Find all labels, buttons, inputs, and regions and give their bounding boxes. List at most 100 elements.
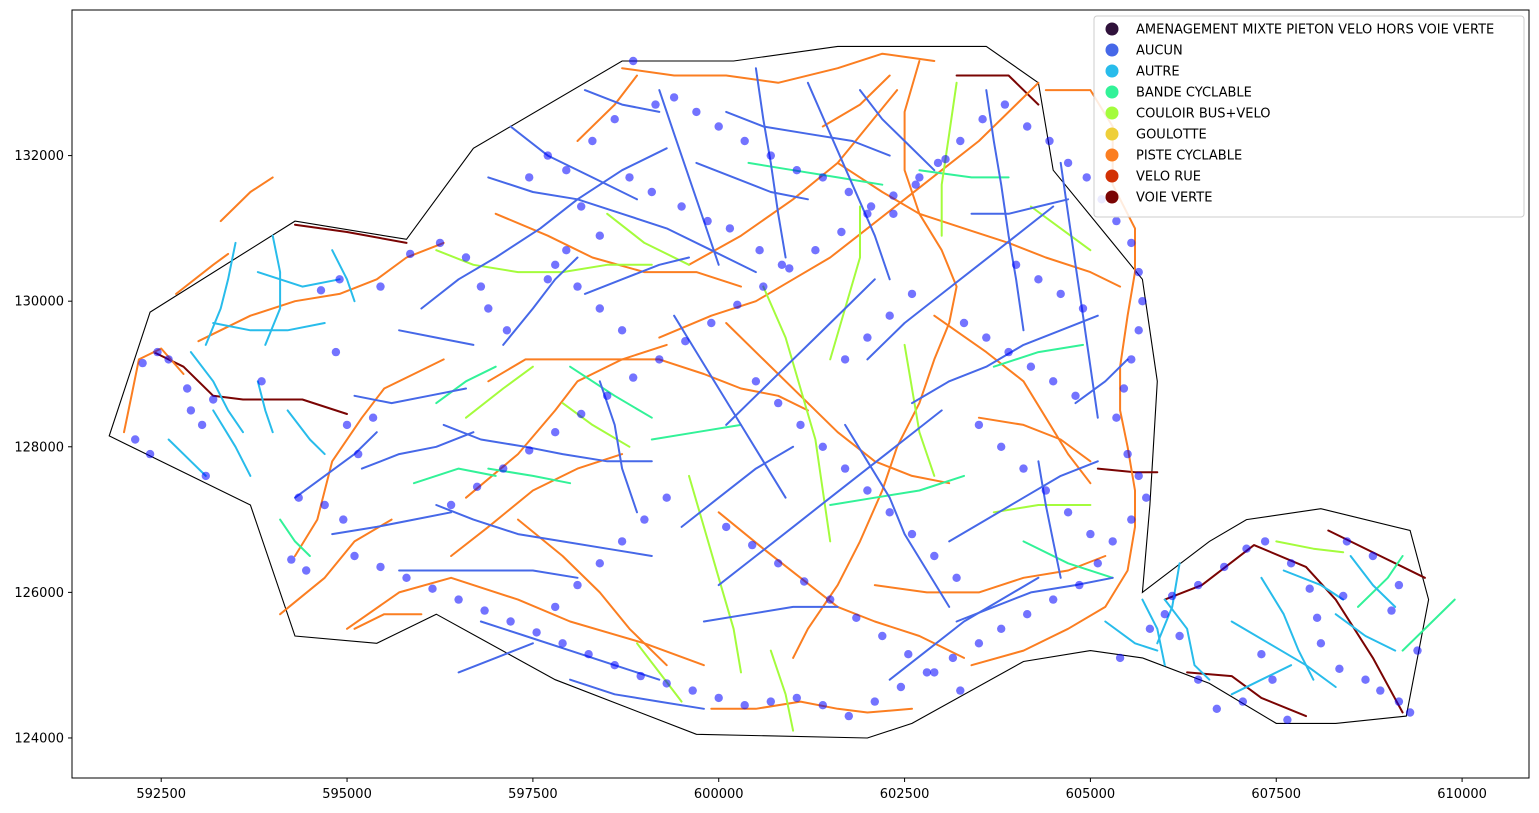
point-marker <box>1305 584 1314 593</box>
route-autre <box>286 409 326 456</box>
route-piste-cyclable <box>836 161 1122 288</box>
route-aucun <box>598 380 638 514</box>
point-marker <box>688 686 697 695</box>
route-autre <box>204 241 237 346</box>
point-marker <box>766 697 775 706</box>
point-marker <box>915 173 924 182</box>
point-marker <box>922 668 932 677</box>
point-marker <box>499 464 508 473</box>
route-piste-cyclable <box>465 343 668 499</box>
point-marker <box>617 537 627 546</box>
route-couloir-bus-velo <box>992 504 1092 514</box>
legend-label-bande-cyclable: BANDE CYCLABLE <box>1136 86 1252 101</box>
point-marker <box>1387 606 1396 615</box>
route-autre <box>331 249 356 303</box>
route-couloir-bus-velo <box>1275 540 1345 554</box>
route-couloir-bus-velo <box>688 474 742 674</box>
point-marker <box>1142 493 1151 502</box>
point-marker <box>1268 675 1277 684</box>
y-tick-label: 130000 <box>14 295 64 310</box>
point-marker <box>1257 650 1266 659</box>
series-bande-cyclable <box>279 161 1456 652</box>
route-aucun <box>658 89 720 266</box>
point-marker <box>1134 471 1143 481</box>
point-marker <box>153 347 162 357</box>
route-bande-cyclable <box>279 518 311 557</box>
point-marker <box>1022 610 1032 619</box>
x-tick-label: 602500 <box>880 787 930 802</box>
route-bande-cyclable <box>1401 598 1456 652</box>
point-marker <box>930 668 939 677</box>
route-autre <box>1163 598 1211 681</box>
point-marker <box>885 508 894 517</box>
point-marker <box>1286 559 1296 568</box>
route-aucun <box>985 89 1025 332</box>
route-voie-verte <box>1096 467 1159 474</box>
point-marker <box>1022 122 1032 131</box>
route-piste-cyclable <box>175 252 230 295</box>
point-marker <box>959 318 969 328</box>
point-marker <box>1168 591 1177 601</box>
point-marker <box>1342 537 1352 546</box>
route-piste-cyclable <box>294 358 445 557</box>
point-marker <box>1361 675 1370 684</box>
route-bande-cyclable <box>412 467 497 485</box>
point-marker <box>1004 347 1013 357</box>
route-aucun <box>583 256 690 295</box>
route-aucun <box>331 511 453 536</box>
point-marker <box>651 100 660 109</box>
route-piste-cyclable <box>933 314 1092 485</box>
point-marker <box>714 122 723 131</box>
point-marker <box>551 260 560 269</box>
point-marker <box>1123 449 1132 459</box>
legend-label-amenagement-mixte-pieton-velo-hors-voie-verte: AMENAGEMENT MIXTE PIETON VELO HORS VOIE … <box>1136 23 1494 38</box>
point-marker <box>302 566 311 575</box>
point-marker <box>402 573 411 582</box>
point-marker <box>840 355 850 364</box>
point-marker <box>1194 580 1203 590</box>
route-voie-verte <box>152 351 348 415</box>
point-marker <box>1000 100 1010 109</box>
route-autre <box>1230 664 1293 696</box>
route-bande-cyclable <box>435 365 497 405</box>
point-marker <box>1127 355 1136 364</box>
point-marker <box>725 224 735 233</box>
point-marker <box>740 136 749 146</box>
point-marker <box>755 246 764 255</box>
route-couloir-bus-velo <box>762 285 832 543</box>
point-marker <box>603 391 612 400</box>
route-couloir-bus-velo <box>1029 205 1092 252</box>
point-marker <box>1011 260 1021 269</box>
point-marker <box>1108 537 1117 546</box>
route-bande-cyclable <box>829 474 965 506</box>
route-aucun <box>680 445 795 528</box>
point-marker <box>759 282 768 291</box>
route-bande-cyclable <box>992 343 1084 368</box>
point-marker <box>543 151 552 160</box>
point-marker <box>1260 537 1270 546</box>
point-marker <box>428 584 437 593</box>
route-piste-cyclable <box>576 74 638 142</box>
y-tick-label: 124000 <box>14 731 64 746</box>
point-marker <box>573 580 582 590</box>
legend: AMENAGEMENT MIXTE PIETON VELO HORS VOIE … <box>1093 15 1525 218</box>
point-marker <box>406 249 415 259</box>
route-piste-cyclable <box>279 518 393 616</box>
point-marker <box>956 686 965 695</box>
point-marker <box>376 562 385 572</box>
point-marker <box>792 166 801 175</box>
point-marker <box>1056 289 1065 299</box>
point-marker <box>1194 675 1203 684</box>
route-piste-cyclable <box>873 555 1107 594</box>
point-marker <box>201 471 210 481</box>
point-marker <box>837 227 846 237</box>
point-marker <box>811 246 820 255</box>
point-marker <box>446 500 456 510</box>
route-piste-cyclable <box>688 89 899 266</box>
route-piste-cyclable <box>977 416 1092 463</box>
legend-marker-piste-cyclable <box>1105 148 1119 162</box>
point-marker <box>870 697 879 706</box>
point-marker <box>722 522 731 532</box>
point-marker <box>532 628 541 637</box>
